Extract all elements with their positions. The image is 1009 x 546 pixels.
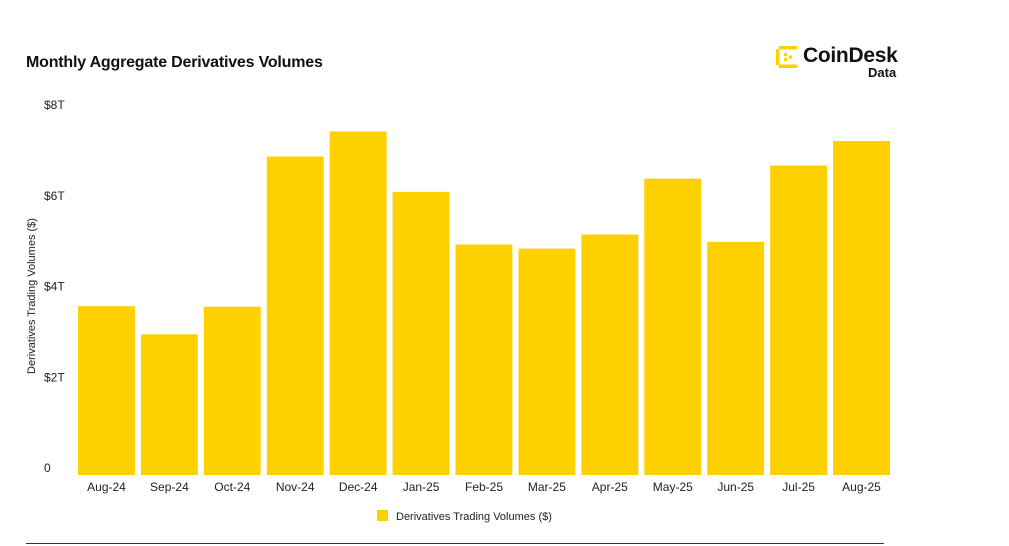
bottom-divider xyxy=(26,543,884,544)
x-tick-label: Dec-24 xyxy=(339,480,378,494)
x-tick-label: Apr-25 xyxy=(592,480,628,494)
coindesk-mark-icon xyxy=(776,46,797,68)
chart-title: Monthly Aggregate Derivatives Volumes xyxy=(26,54,323,71)
bar-jun-25 xyxy=(707,241,765,475)
y-axis-ticks: 0 $2T $4T $6T $8T xyxy=(44,98,65,475)
x-tick-label: Oct-24 xyxy=(214,480,250,494)
bar-aug-24 xyxy=(78,306,135,475)
logo-brand-text: CoinDesk xyxy=(803,44,898,67)
bar-dec-24 xyxy=(329,131,387,475)
x-axis-ticks: Aug-24 Sep-24 Oct-24 Nov-24 Dec-24 Jan-25 Feb-… xyxy=(87,480,881,494)
x-tick-label: Jun-25 xyxy=(717,480,754,494)
bar-jan-25 xyxy=(392,191,450,475)
logo-sub-text: Data xyxy=(868,65,897,80)
legend-swatch xyxy=(377,510,388,521)
y-tick-label: $2T xyxy=(44,370,65,384)
bar-jul-25 xyxy=(770,165,828,475)
legend-label: Derivatives Trading Volumes ($) xyxy=(396,511,552,523)
bars-group xyxy=(78,131,890,475)
bar-oct-24 xyxy=(203,306,261,475)
x-tick-label: May-25 xyxy=(653,480,693,494)
coindesk-data-logo: CoinDesk Data xyxy=(776,43,916,87)
legend: Derivatives Trading Volumes ($) xyxy=(377,510,552,523)
bar-feb-25 xyxy=(455,244,513,475)
x-tick-label: Jan-25 xyxy=(403,480,440,494)
y-tick-label: $6T xyxy=(44,189,65,203)
bar-mar-25 xyxy=(518,248,576,475)
y-axis-label: Derivatives Trading Volumes ($) xyxy=(26,218,38,374)
y-tick-label: 0 xyxy=(44,461,51,475)
x-tick-label: Aug-25 xyxy=(842,480,881,494)
bar-sep-24 xyxy=(140,334,198,475)
bar-aug-25 xyxy=(833,141,890,475)
x-tick-label: Mar-25 xyxy=(528,480,566,494)
x-tick-label: Sep-24 xyxy=(150,480,189,494)
x-tick-label: Jul-25 xyxy=(782,480,815,494)
x-tick-label: Aug-24 xyxy=(87,480,126,494)
bar-nov-24 xyxy=(266,156,324,475)
bar-apr-25 xyxy=(581,234,639,475)
bar-may-25 xyxy=(644,178,702,475)
y-tick-label: $8T xyxy=(44,98,65,112)
y-tick-label: $4T xyxy=(44,280,65,294)
x-tick-label: Nov-24 xyxy=(276,480,315,494)
x-tick-label: Feb-25 xyxy=(465,480,503,494)
